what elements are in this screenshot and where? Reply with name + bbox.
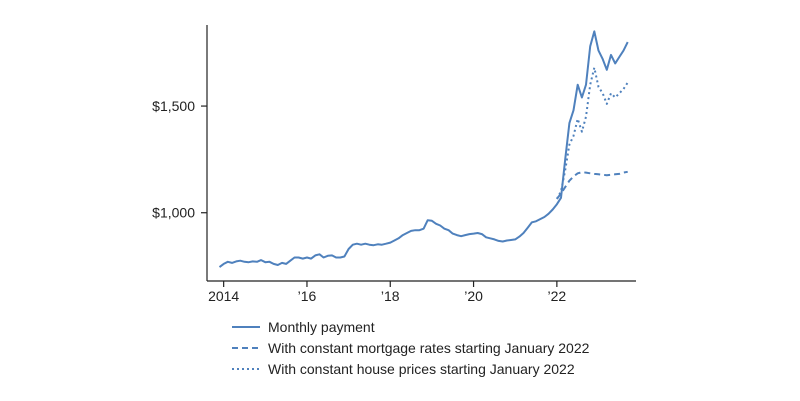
x-axis-ticks: 2014 ’16 ’18 ’20 ’22	[208, 281, 566, 304]
series-line-dotted	[556, 66, 629, 200]
x-tick-label: ’18	[381, 288, 400, 304]
y-tick-label: $1,500	[152, 98, 195, 114]
legend-label: With constant mortgage rates starting Ja…	[268, 340, 590, 356]
legend-label: With constant house prices starting Janu…	[268, 361, 575, 377]
x-tick-label: ’22	[548, 288, 567, 304]
y-tick-label: $1,000	[152, 205, 195, 221]
series-layer	[218, 30, 629, 268]
legend-item-constant-mortgage-rates: With constant mortgage rates starting Ja…	[232, 340, 590, 356]
legend: Monthly payment With constant mortgage r…	[232, 319, 590, 377]
legend-item-monthly-payment: Monthly payment	[232, 319, 375, 335]
series-line-solid	[218, 30, 629, 268]
y-axis-ticks: $1,000 $1,500	[152, 98, 207, 221]
x-tick-label: ’16	[298, 288, 317, 304]
x-tick-label: 2014	[208, 288, 239, 304]
legend-label: Monthly payment	[268, 319, 375, 335]
plot-area: 2014 ’16 ’18 ’20 ’22 $1,000 $1,500	[152, 25, 636, 304]
series-line-dashed	[556, 170, 628, 200]
x-tick-label: ’20	[464, 288, 483, 304]
legend-item-constant-house-prices: With constant house prices starting Janu…	[232, 361, 575, 377]
